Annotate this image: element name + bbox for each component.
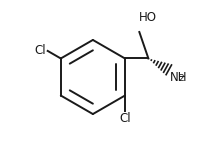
Text: NH: NH	[170, 71, 187, 84]
Text: 2: 2	[179, 74, 184, 83]
Text: Cl: Cl	[119, 112, 131, 125]
Text: HO: HO	[139, 11, 157, 24]
Text: Cl: Cl	[35, 44, 46, 57]
